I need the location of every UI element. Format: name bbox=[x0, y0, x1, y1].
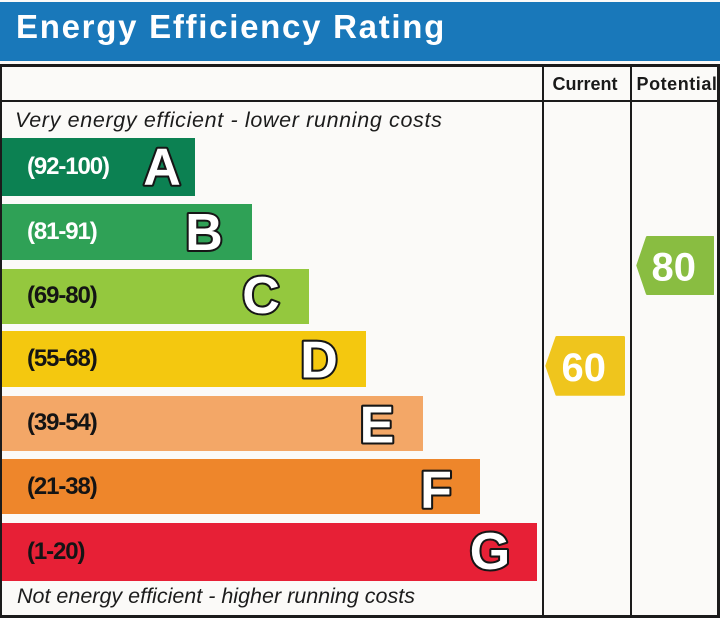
svg-text:D: D bbox=[300, 332, 338, 387]
svg-text:C: C bbox=[243, 269, 281, 324]
svg-text:B: B bbox=[185, 204, 223, 260]
svg-text:F: F bbox=[421, 461, 453, 514]
svg-text:A: A bbox=[143, 138, 181, 196]
svg-text:80: 80 bbox=[652, 246, 696, 290]
svg-text:G: G bbox=[469, 523, 509, 581]
svg-text:E: E bbox=[359, 396, 394, 451]
svg-text:60: 60 bbox=[562, 346, 606, 390]
